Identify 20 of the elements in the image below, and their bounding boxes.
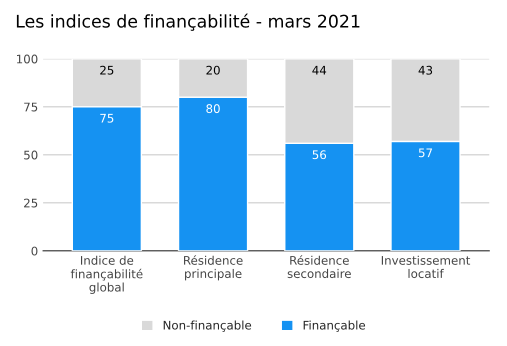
x-tick-label: Résidence secondaire [288, 255, 351, 278]
x-tick-label: Résidence principale [184, 255, 243, 280]
data-label: 75 [100, 114, 114, 123]
data-label: 44 [312, 66, 326, 75]
y-tick-label: 25 [24, 198, 38, 208]
data-label: 80 [206, 104, 220, 114]
x-tick-label: Investissement locatif [382, 256, 470, 278]
data-label: 56 [312, 150, 326, 160]
data-label: 25 [100, 66, 114, 75]
y-tick-label: 100 [16, 54, 38, 64]
legend-label: Non-finançable [164, 320, 252, 332]
y-tick-label: 0 [32, 246, 38, 256]
legend-label: Finançable [304, 320, 366, 332]
y-tick-label: 75 [24, 102, 38, 112]
data-label: 20 [206, 66, 220, 75]
data-label: 43 [418, 66, 432, 75]
chart-title: Les indices de finançabilité - mars 2021 [16, 14, 360, 31]
x-tick-label: Indice de finançabilité global [70, 256, 142, 294]
y-tick-label: 50 [24, 150, 38, 160]
data-label: 57 [418, 148, 432, 158]
